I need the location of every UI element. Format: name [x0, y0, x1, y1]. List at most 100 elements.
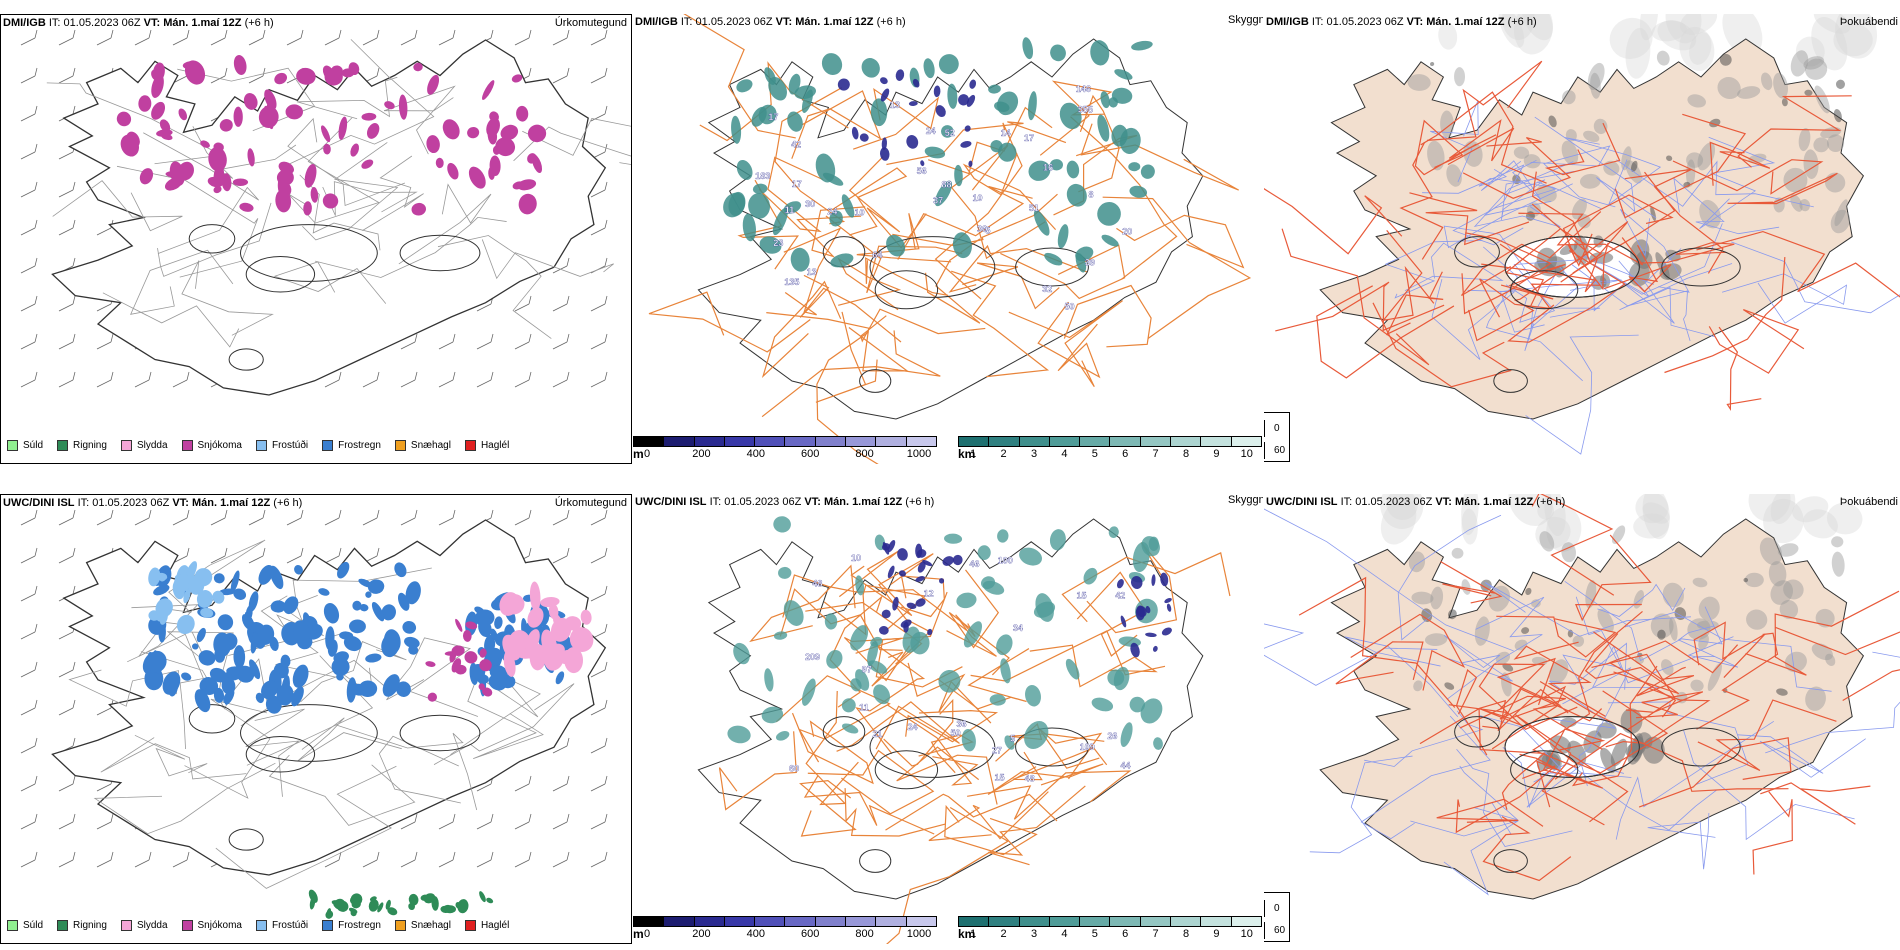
colorbar-cell [815, 917, 847, 926]
wind-barb [96, 813, 114, 830]
it-label: IT: [680, 16, 693, 28]
cloudbase-value: 50 [1064, 302, 1074, 312]
colorbar-tick: 10 [1240, 928, 1253, 940]
wind-barb [20, 585, 38, 602]
wind-barb [552, 295, 570, 312]
wind-barb [20, 851, 38, 868]
colorbar-cell [755, 437, 786, 446]
cloudbase-value: 20 [1122, 226, 1132, 236]
colorbar-cell [846, 917, 877, 926]
legend-label: Snæhagl [410, 440, 451, 451]
lead-time: (+6 h) [905, 496, 935, 508]
colorbar-cell [785, 437, 816, 446]
wind-barb [248, 29, 266, 46]
legend-swatch [181, 920, 193, 931]
vt-label: VT: [143, 17, 161, 29]
colorbar-tick: 0 [643, 448, 651, 460]
it-label: IT: [709, 496, 722, 508]
legend-item: Snæhagl [394, 440, 451, 451]
legend-label: Snæhagl [410, 920, 451, 931]
colorbar-tick: 2 [1000, 448, 1007, 460]
wind-barb [58, 813, 76, 830]
cloudbase-value: 30 [805, 199, 815, 209]
fog-legend-item: 60 [1264, 442, 1285, 459]
cloudbase-value: 27 [992, 746, 1002, 756]
wind-barb [58, 851, 76, 868]
fog-legend-label: 60 [1274, 925, 1286, 936]
cloudbase-value: 97 [862, 665, 872, 675]
fog-legend-item: 0 [1264, 900, 1280, 917]
colorbar-tick: 8 [1182, 448, 1190, 460]
legend-swatch [7, 920, 18, 931]
colorbar-tick: 0 [643, 928, 651, 940]
colorbar-tick: 6 [1122, 448, 1129, 460]
legend-label: Rigning [73, 920, 107, 931]
legend-item: Rigning [57, 440, 107, 451]
wind-barb [324, 371, 342, 388]
precip-legend: Súld Rigning Slydda Snjókoma Frostúði Frostre… [7, 920, 509, 931]
wind-barb [58, 661, 76, 678]
colorbar-cell [815, 437, 847, 446]
wind-barb [590, 509, 608, 526]
wind-barb [172, 29, 190, 46]
colorbar-cell [634, 917, 665, 926]
wind-barb [20, 219, 38, 236]
cloudbase-value: 24 [908, 722, 918, 732]
wind-barb [20, 661, 38, 678]
legend-label: Frostregn [338, 440, 381, 451]
legend-swatch [57, 920, 69, 931]
wind-barb [324, 509, 342, 526]
init-time: 01.05.2023 06Z [63, 17, 141, 29]
cloudbase-value: 16 [1043, 162, 1053, 172]
it-label: IT: [1311, 16, 1324, 28]
cloudbase-value: 64 [872, 250, 882, 260]
fog-legend: 0 60 [1264, 412, 1290, 462]
colorbar-cell [1049, 437, 1081, 446]
cloudbase-value: 109 [1080, 742, 1095, 752]
colorbar-cell [1019, 917, 1050, 926]
visibility-panel-label: Skyggni [1228, 494, 1263, 506]
cloudbase-value: 209 [805, 652, 820, 662]
legend-swatch [464, 440, 476, 451]
colorbar-cell [1231, 437, 1261, 446]
wind-barb [552, 851, 570, 868]
legend-item: Snjókoma [181, 920, 242, 931]
precip-panel-label: Úrkomutegund [554, 17, 627, 29]
vt-label: VT: [1435, 496, 1452, 508]
colorbar-tick: 3 [1030, 928, 1038, 940]
colorbar-cell [906, 917, 936, 926]
cloudbase-colorbar: m 0 200 400 600 800 1000 [633, 916, 937, 941]
colorbar-unit: m [633, 927, 644, 941]
cloudbase-value: 52 [945, 128, 955, 138]
fog-legend: 0 60 [1264, 892, 1290, 942]
wind-barb [362, 371, 380, 388]
colorbar-cell [755, 917, 786, 926]
colorbar-tick: 800 [855, 928, 874, 940]
legend-label: Frostúði [271, 920, 309, 931]
wind-barb [552, 371, 570, 388]
cloudbase-value: 14 [1001, 128, 1011, 138]
precip-map-2 [20, 509, 608, 919]
model-name: UWC/DINI ISL [3, 497, 75, 509]
model-name: DMI/IGB [3, 17, 46, 29]
wind-barb [20, 105, 38, 122]
wind-barb [20, 737, 38, 754]
cloudbase-value: 56 [917, 166, 927, 176]
cloudbase-value: 17 [768, 112, 778, 122]
legend-item: Súld [7, 440, 43, 451]
wind-barb [134, 509, 152, 526]
wind-barb [172, 371, 190, 388]
colorbar-cell [876, 917, 907, 926]
colorbar-tick: 7 [1152, 928, 1159, 940]
wind-barb [590, 219, 608, 236]
fog-swatch [1264, 442, 1265, 459]
cloudbase-value: 5 [1010, 733, 1015, 743]
wind-barb [286, 547, 304, 564]
colorbar-tick: 7 [1152, 448, 1159, 460]
colorbar-cell [1231, 917, 1261, 926]
legend-swatch [322, 440, 334, 451]
colorbar-tick: 9 [1213, 928, 1220, 940]
wind-barb [514, 509, 532, 526]
wind-barb [400, 509, 418, 526]
cloudbase-value: 32 [1042, 284, 1052, 294]
